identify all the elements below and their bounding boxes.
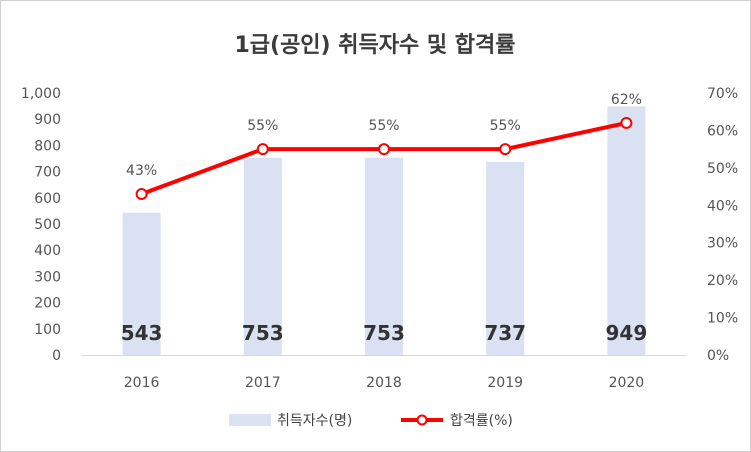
x-tick-label: 2020 [609,375,645,391]
rate-value-label: 43% [126,163,157,179]
rate-point [378,143,390,156]
bar-value-label: 753 [242,321,284,345]
y-left-tick-label: 400 [34,243,61,259]
rate-point [499,143,512,156]
bar [486,161,525,355]
bar [365,157,403,355]
bar [607,106,646,355]
x-tick-label: 2017 [245,375,281,391]
y-right-tick-label: 0% [707,348,729,364]
legend-label-line: 합격률(%) [450,413,513,429]
rate-value-label: 62% [611,92,642,108]
x-tick-label: 2018 [366,375,402,391]
bar-value-label: 737 [484,321,526,345]
bar [122,212,161,355]
y-right-tick-label: 70% [707,86,738,102]
y-right-tick-label: 20% [707,273,738,289]
y-left-tick-label: 100 [34,322,61,338]
x-tick-label: 2016 [124,375,160,391]
rate-point [256,143,269,156]
rate-value-label: 55% [247,118,278,134]
bar [243,157,282,355]
y-left-tick-label: 300 [34,269,61,285]
y-left-tick-label: 800 [34,138,61,154]
legend: 취득자수(명) 합격률(%) [229,413,513,429]
y-right-tick-label: 50% [707,161,738,177]
y-right-tick-label: 60% [707,123,738,139]
x-tick-label: 2019 [487,375,523,391]
rate-point [135,188,148,201]
y-right-tick-label: 40% [707,198,738,214]
plot-area: 0 100 200 300 400 500 600 700 800 900 1,000 0% 10% 20… [21,86,738,391]
y-right-tick-label: 10% [707,311,738,327]
bar-value-label: 753 [363,321,405,345]
legend-label-bar: 취득자수(명) [277,413,352,429]
legend-marker-line [416,414,428,426]
y-left-tick-label: 1,000 [21,86,61,102]
bar-value-label: 543 [121,321,163,345]
y-left-tick-label: 0 [52,348,61,364]
y-left-tick-label: 200 [34,296,61,312]
y-left-tick-label: 700 [34,165,61,181]
y-left-tick-label: 600 [34,191,61,207]
y-left-tick-label: 500 [34,217,61,233]
y-right-tick-label: 30% [707,236,738,252]
legend-swatch-bar [229,414,271,426]
chart-title: 1급(공인) 취득자수 및 합격률 [234,32,515,58]
y-left-tick-label: 900 [34,112,61,128]
rate-value-label: 55% [490,118,521,134]
bar-value-label: 949 [606,321,648,345]
rate-value-label: 55% [368,118,399,134]
rate-point [620,116,633,129]
